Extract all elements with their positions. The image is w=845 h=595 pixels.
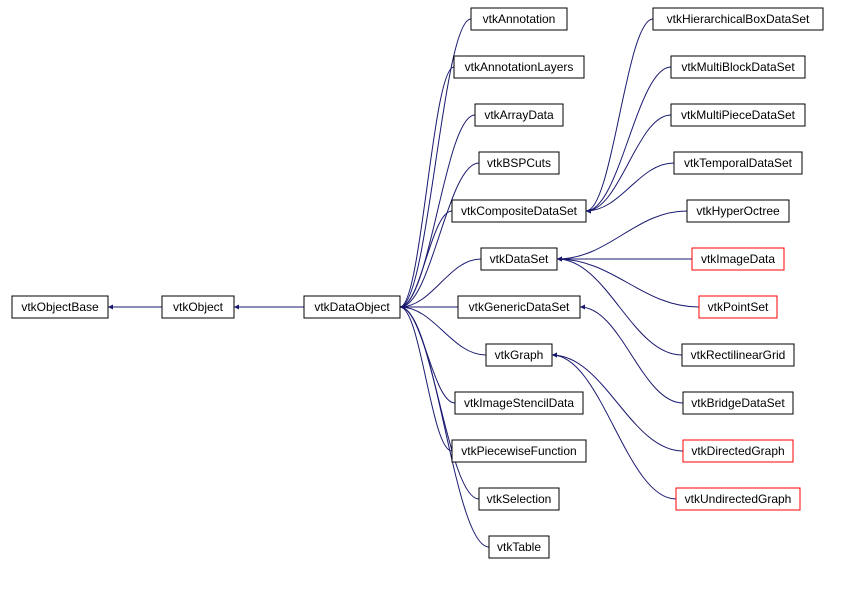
node-label-vtkAnnotation: vtkAnnotation xyxy=(483,12,556,26)
inheritance-diagram: vtkObjectBase vtkObject vtkDataObject vtkAn… xyxy=(0,0,845,595)
node-label-vtkHierarchicalBoxDataSet: vtkHierarchicalBoxDataSet xyxy=(667,12,810,26)
node-vtkDataSet[interactable]: vtkDataSet xyxy=(481,248,557,270)
node-label-vtkCompositeDataSet: vtkCompositeDataSet xyxy=(461,204,578,218)
node-label-vtkHyperOctree: vtkHyperOctree xyxy=(696,204,780,218)
node-vtkPiecewiseFunction[interactable]: vtkPiecewiseFunction xyxy=(452,440,586,462)
node-vtkUndirectedGraph[interactable]: vtkUndirectedGraph xyxy=(676,488,800,510)
node-vtkBSPCuts[interactable]: vtkBSPCuts xyxy=(479,152,559,174)
node-vtkDirectedGraph[interactable]: vtkDirectedGraph xyxy=(683,440,793,462)
node-label-vtkTemporalDataSet: vtkTemporalDataSet xyxy=(684,156,793,170)
node-vtkAnnotation[interactable]: vtkAnnotation xyxy=(471,8,567,30)
node-vtkHierarchicalBoxDataSet[interactable]: vtkHierarchicalBoxDataSet xyxy=(653,8,823,30)
node-label-vtkAnnotationLayers: vtkAnnotationLayers xyxy=(465,60,574,74)
node-vtkPointSet[interactable]: vtkPointSet xyxy=(699,296,777,318)
node-vtkRectilinearGrid[interactable]: vtkRectilinearGrid xyxy=(682,344,794,366)
node-vtkMultiBlockDataSet[interactable]: vtkMultiBlockDataSet xyxy=(671,56,805,78)
node-label-vtkMultiPieceDataSet: vtkMultiPieceDataSet xyxy=(681,108,796,122)
node-vtkGraph[interactable]: vtkGraph xyxy=(486,344,552,366)
node-label-vtkPiecewiseFunction: vtkPiecewiseFunction xyxy=(461,444,576,458)
node-label-vtkDirectedGraph: vtkDirectedGraph xyxy=(691,444,784,458)
node-label-vtkDataObject: vtkDataObject xyxy=(314,300,390,314)
node-vtkTemporalDataSet[interactable]: vtkTemporalDataSet xyxy=(674,152,802,174)
node-vtkObjectBase[interactable]: vtkObjectBase xyxy=(12,296,108,318)
node-label-vtkDataSet: vtkDataSet xyxy=(490,252,549,266)
node-label-vtkGenericDataSet: vtkGenericDataSet xyxy=(469,300,570,314)
node-vtkAnnotationLayers[interactable]: vtkAnnotationLayers xyxy=(454,56,584,78)
node-label-vtkUndirectedGraph: vtkUndirectedGraph xyxy=(685,492,792,506)
node-vtkGenericDataSet[interactable]: vtkGenericDataSet xyxy=(458,296,580,318)
node-label-vtkBSPCuts: vtkBSPCuts xyxy=(487,156,551,170)
edge-vtkPiecewiseFunction-to-vtkDataObject xyxy=(400,307,452,451)
node-label-vtkArrayData: vtkArrayData xyxy=(484,108,554,122)
node-label-vtkSelection: vtkSelection xyxy=(487,492,552,506)
node-vtkMultiPieceDataSet[interactable]: vtkMultiPieceDataSet xyxy=(671,104,805,126)
node-label-vtkObjectBase: vtkObjectBase xyxy=(21,300,99,314)
node-label-vtkBridgeDataSet: vtkBridgeDataSet xyxy=(691,396,785,410)
edge-vtkTable-to-vtkDataObject xyxy=(400,307,489,547)
node-vtkTable[interactable]: vtkTable xyxy=(489,536,549,558)
node-vtkObject[interactable]: vtkObject xyxy=(162,296,234,318)
node-label-vtkImageStencilData: vtkImageStencilData xyxy=(464,396,574,410)
node-vtkDataObject[interactable]: vtkDataObject xyxy=(304,296,400,318)
node-label-vtkMultiBlockDataSet: vtkMultiBlockDataSet xyxy=(681,60,795,74)
node-label-vtkGraph: vtkGraph xyxy=(495,348,544,362)
node-vtkImageData[interactable]: vtkImageData xyxy=(692,248,784,270)
node-vtkArrayData[interactable]: vtkArrayData xyxy=(475,104,563,126)
node-label-vtkPointSet: vtkPointSet xyxy=(708,300,769,314)
edge-vtkUndirectedGraph-to-vtkGraph xyxy=(552,355,676,499)
node-label-vtkRectilinearGrid: vtkRectilinearGrid xyxy=(691,348,786,362)
node-vtkBridgeDataSet[interactable]: vtkBridgeDataSet xyxy=(683,392,793,414)
node-label-vtkTable: vtkTable xyxy=(497,540,541,554)
node-vtkCompositeDataSet[interactable]: vtkCompositeDataSet xyxy=(452,200,586,222)
node-vtkSelection[interactable]: vtkSelection xyxy=(479,488,559,510)
edge-vtkBSPCuts-to-vtkDataObject xyxy=(400,163,479,307)
edge-vtkHierarchicalBoxDataSet-to-vtkCompositeDataSet xyxy=(586,19,653,211)
node-label-vtkImageData: vtkImageData xyxy=(701,252,775,266)
edge-vtkMultiBlockDataSet-to-vtkCompositeDataSet xyxy=(586,67,671,211)
node-vtkImageStencilData[interactable]: vtkImageStencilData xyxy=(455,392,583,414)
edges-layer xyxy=(108,19,699,547)
node-label-vtkObject: vtkObject xyxy=(173,300,224,314)
node-vtkHyperOctree[interactable]: vtkHyperOctree xyxy=(687,200,789,222)
